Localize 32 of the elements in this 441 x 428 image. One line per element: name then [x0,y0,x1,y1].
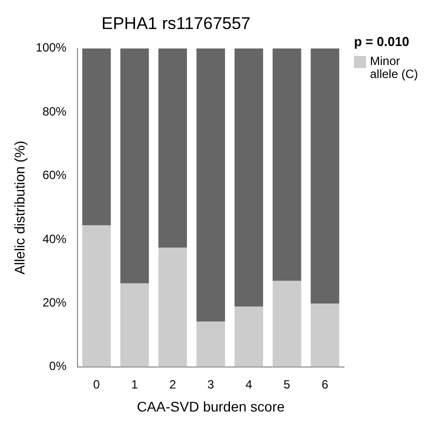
bar [272,48,302,281]
bar [158,248,187,367]
x-tick-label: 5 [284,377,291,392]
y-tick-label: 100% [36,40,67,55]
x-tick-label: 3 [207,377,214,392]
bar [120,283,149,367]
x-tick-label: 2 [169,377,176,392]
x-tick-label: 1 [131,377,138,392]
x-tick-label: 6 [322,377,329,392]
chart-title: EPHA1 rs11767557 [101,14,251,33]
x-tick-label: 0 [93,377,100,392]
y-axis-title: Allelic distribution (%) [11,140,28,275]
x-tick-label: 4 [245,377,252,392]
y-tick-label: 40% [42,232,67,246]
y-tick-label: 0% [49,359,67,374]
bar [272,280,302,367]
bar [310,48,340,304]
legend-label: Minor allele (C) [370,54,420,81]
bar [82,225,111,367]
bar [196,48,226,322]
bar [158,48,187,248]
y-tick-label: 80% [42,104,67,118]
x-axis-title: CAA-SVD burden score [136,398,285,414]
bar [234,48,264,307]
bar [310,303,340,367]
bar [234,306,264,367]
bar [196,322,226,367]
y-tick-label: 20% [42,295,67,310]
bar [82,48,111,226]
bar [120,48,149,284]
text: p = 0.010 [354,34,410,49]
y-tick-label: 60% [42,168,67,182]
